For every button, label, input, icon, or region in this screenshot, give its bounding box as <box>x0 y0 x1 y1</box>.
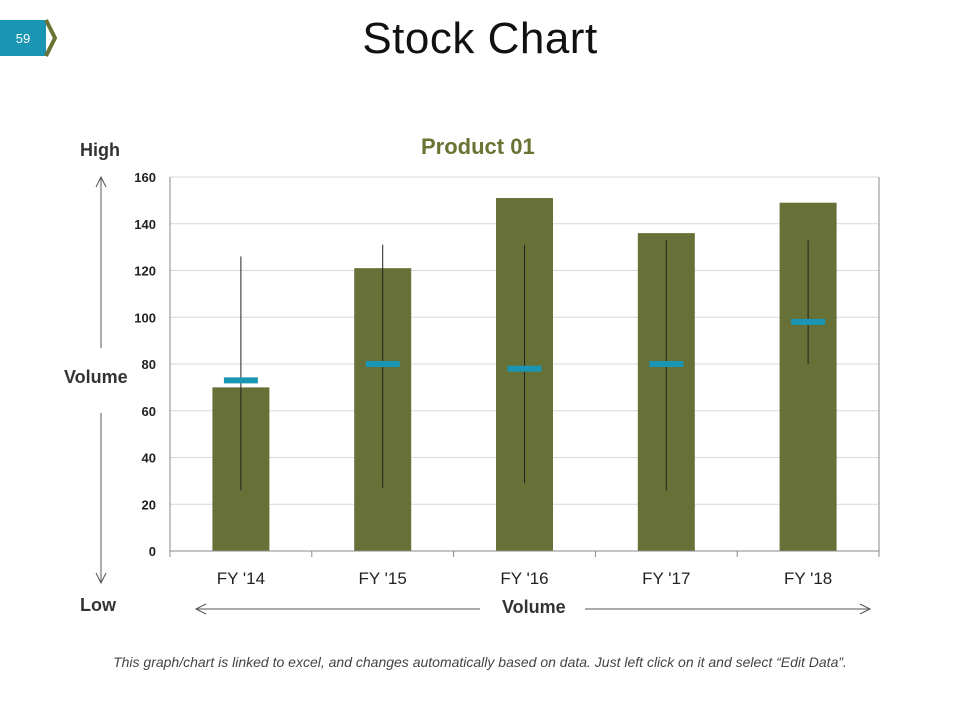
y-tick-label: 80 <box>142 357 156 372</box>
x-tick-label: FY '18 <box>784 569 832 588</box>
y-tick-label: 20 <box>142 497 156 512</box>
slide-title: Stock Chart <box>362 14 598 63</box>
y-tick-label: 60 <box>142 404 156 419</box>
y-tick-label: 140 <box>134 217 156 232</box>
x-tick-label: FY '16 <box>500 569 548 588</box>
chevron-right-icon <box>44 19 58 57</box>
close-marker <box>365 361 400 367</box>
footnote: This graph/chart is linked to excel, and… <box>113 654 847 670</box>
slide-number: 59 <box>15 30 31 46</box>
high-label: High <box>80 140 120 160</box>
x-tick-label: FY '15 <box>359 569 407 588</box>
volume-horizontal-label: Volume <box>502 597 566 617</box>
vertical-arrow <box>95 175 107 585</box>
chart-title: Product 01 <box>421 134 535 159</box>
close-marker <box>649 361 684 367</box>
x-tick-label: FY '14 <box>217 569 265 588</box>
y-tick-label: 120 <box>134 264 156 279</box>
horizontal-arrow <box>194 603 872 615</box>
close-marker <box>507 365 542 372</box>
x-tick-label: FY '17 <box>642 569 690 588</box>
low-label: Low <box>80 595 116 615</box>
close-marker <box>223 377 258 384</box>
slide-number-badge: 59 <box>0 20 46 56</box>
y-tick-label: 100 <box>134 310 156 325</box>
y-tick-label: 160 <box>134 170 156 185</box>
close-marker <box>791 318 826 325</box>
y-tick-label: 40 <box>142 451 156 466</box>
volume-vertical-label: Volume <box>64 367 128 387</box>
y-tick-label: 0 <box>149 544 156 559</box>
